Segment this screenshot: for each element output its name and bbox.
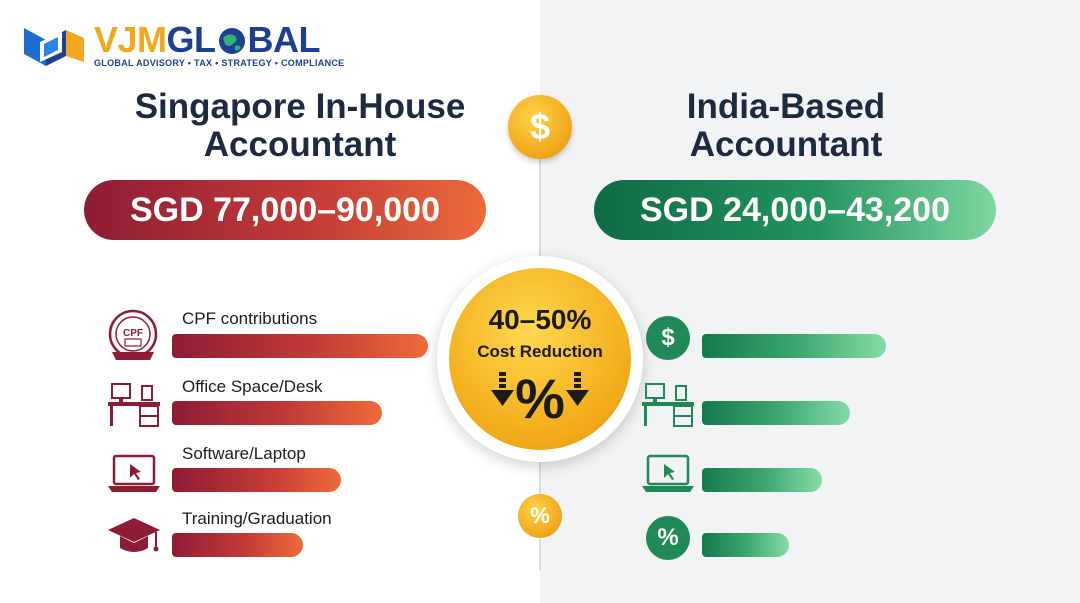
right-cost-bar — [702, 334, 886, 358]
laptop-icon — [108, 454, 160, 492]
logo-tagline: GLOBAL ADVISORY • TAX • STRATEGY • COMPL… — [94, 58, 345, 68]
cost-reduction-badge: 40–50% Cost Reduction % — [449, 268, 631, 450]
right-cost-bar — [702, 468, 822, 492]
right-salary-pill: SGD 24,000–43,200 — [594, 180, 996, 240]
left-salary-pill: SGD 77,000–90,000 — [84, 180, 486, 240]
globe-icon — [218, 28, 245, 54]
left-item-label: CPF contributions — [182, 309, 318, 328]
left-title-line1: Singapore In-House — [134, 87, 466, 126]
graduation-cap-icon — [108, 518, 160, 552]
right-cost-bar — [702, 533, 789, 557]
right-title-line2: Accountant — [689, 125, 883, 164]
percent-circle-icon: % — [646, 516, 690, 560]
logo-word-gl: GL — [166, 19, 217, 60]
left-item-label: Software/Laptop — [182, 444, 306, 463]
left-cost-bar — [172, 533, 303, 557]
svg-text:%: % — [515, 368, 565, 428]
left-title-line2: Accountant — [203, 125, 397, 164]
cpf-seal-text: CPF — [123, 328, 143, 339]
left-item-label: Office Space/Desk — [182, 377, 323, 396]
right-cost-bar — [702, 401, 850, 425]
percent-coin-icon: % — [518, 494, 562, 538]
dollar-coin-icon: $ — [508, 95, 572, 159]
dollar-circle-icon: $ — [646, 316, 690, 360]
cpf-seal-icon: CPF — [108, 309, 158, 360]
laptop-icon — [642, 454, 694, 492]
logo-wordmark: VJMGL BAL — [94, 19, 321, 60]
logo-word-bal: BAL — [247, 19, 321, 60]
left-title: Singapore In-House Accountant — [100, 88, 500, 164]
desk-icon — [108, 383, 160, 427]
company-logo: VJMGL BAL GLOBAL ADVISORY • TAX • STRATEG… — [22, 19, 345, 72]
left-cost-bar — [172, 401, 382, 425]
right-title-line1: India-Based — [686, 87, 886, 126]
left-panel-background — [0, 0, 540, 603]
cost-reduction-label: Cost Reduction — [477, 342, 603, 361]
right-panel-background — [540, 0, 1080, 603]
left-cost-bar — [172, 334, 428, 358]
desk-icon — [642, 383, 694, 427]
percent-down-arrows-icon: % — [491, 368, 589, 428]
logo-mark-icon — [24, 28, 84, 66]
right-title: India-Based Accountant — [586, 88, 986, 164]
left-cost-bar — [172, 468, 341, 492]
cost-reduction-percent: 40–50% — [488, 304, 592, 335]
left-item-label: Training/Graduation — [182, 509, 332, 528]
logo-word-vjm: VJM — [94, 19, 167, 60]
